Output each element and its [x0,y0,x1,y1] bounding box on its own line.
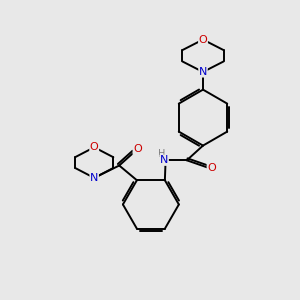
Text: O: O [90,142,99,152]
Text: N: N [160,155,168,165]
Text: H: H [158,149,165,159]
Text: O: O [207,163,216,173]
Text: N: N [90,173,98,183]
Text: O: O [133,144,142,154]
Text: O: O [199,34,207,45]
Text: N: N [199,67,207,77]
